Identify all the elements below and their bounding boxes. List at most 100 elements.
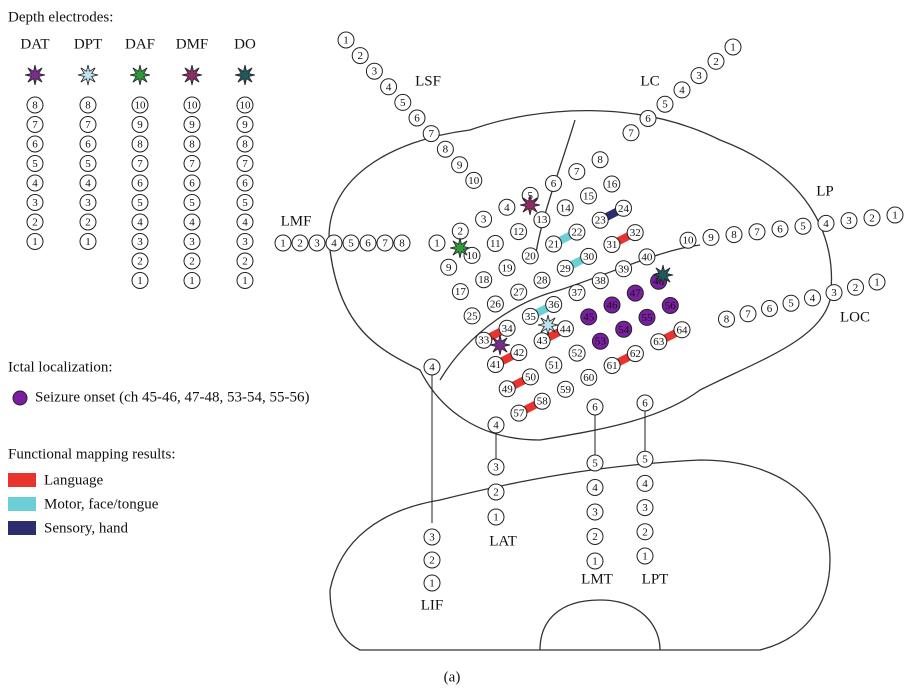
- strip-label: LP: [816, 183, 834, 199]
- contact-number: 38: [595, 275, 607, 287]
- contact-number: 6: [767, 303, 773, 315]
- seizure-swatch: [13, 391, 27, 405]
- contact-number: 47: [630, 288, 642, 300]
- contact-number: 6: [365, 238, 371, 250]
- contact-number: 5: [592, 458, 598, 470]
- contact-number: 22: [571, 227, 582, 239]
- contact-number: 5: [189, 197, 195, 209]
- contact-number: 57: [513, 408, 525, 420]
- legend-title: Depth electrodes:: [8, 9, 113, 25]
- depth-star: [538, 315, 558, 335]
- depth-star: [130, 65, 150, 85]
- contact-number: 58: [537, 396, 549, 408]
- contact-number: 4: [429, 362, 435, 374]
- depth-star: [520, 195, 540, 215]
- contact-number: 2: [85, 217, 91, 229]
- strip-label: LC: [640, 73, 659, 89]
- strip-label: LOC: [840, 309, 870, 325]
- legend-title: Functional mapping results:: [8, 446, 175, 462]
- contact-number: 15: [583, 190, 595, 202]
- legend-title: Ictal localization:: [8, 359, 113, 375]
- depth-name: DAF: [125, 36, 155, 52]
- contact-number: 2: [242, 256, 248, 268]
- contact-number: 6: [414, 113, 420, 125]
- contact-number: 6: [777, 224, 783, 236]
- contact-number: 2: [189, 256, 195, 268]
- contact-number: 34: [502, 323, 514, 335]
- contact-number: 7: [745, 308, 751, 320]
- legend-item: Sensory, hand: [44, 520, 129, 536]
- contact-number: 35: [525, 311, 537, 323]
- contact-number: 4: [331, 238, 337, 250]
- contact-number: 1: [189, 275, 195, 287]
- contact-number: 46: [607, 300, 619, 312]
- contact-number: 12: [513, 226, 524, 238]
- contact-number: 1: [137, 275, 143, 287]
- contact-number: 3: [372, 66, 378, 78]
- contact-number: 42: [513, 347, 524, 359]
- contact-number: 8: [32, 100, 38, 112]
- figure: Depth electrodes:DAT87654321DPT87654321D…: [0, 0, 904, 692]
- depth-star: [25, 65, 45, 85]
- contact-number: 4: [386, 81, 392, 93]
- contact-number: 1: [730, 42, 736, 54]
- contact-number: 23: [595, 215, 607, 227]
- contact-number: 43: [537, 335, 549, 347]
- contact-number: 5: [642, 454, 648, 466]
- contact-number: 4: [642, 478, 648, 490]
- contact-number: 1: [642, 551, 648, 563]
- contact-number: 28: [537, 275, 549, 287]
- contact-number: 2: [458, 226, 464, 238]
- contact-number: 36: [548, 299, 560, 311]
- contact-number: 8: [242, 139, 248, 151]
- contact-number: 6: [592, 402, 598, 414]
- contact-number: 6: [137, 178, 143, 190]
- contact-number: 1: [343, 35, 349, 47]
- contact-number: 5: [32, 158, 38, 170]
- contact-number: 2: [357, 50, 363, 62]
- contact-number: 53: [595, 336, 607, 348]
- contact-number: 37: [572, 287, 584, 299]
- contact-number: 24: [618, 203, 630, 215]
- contact-number: 14: [560, 202, 572, 214]
- contact-number: 8: [399, 238, 405, 250]
- contact-number: 2: [853, 282, 859, 294]
- swatch: [8, 473, 36, 487]
- contact-number: 10: [135, 100, 147, 112]
- strip-label: LAT: [489, 533, 517, 549]
- contact-number: 2: [869, 212, 875, 224]
- contact-number: 10: [683, 235, 695, 247]
- contact-number: 7: [137, 158, 143, 170]
- contact-number: 7: [85, 119, 91, 131]
- contact-number: 10: [187, 100, 199, 112]
- strip-label: LMT: [581, 571, 613, 587]
- contact-number: 3: [189, 236, 195, 248]
- contact-number: 56: [665, 300, 677, 312]
- contact-number: 16: [606, 179, 618, 191]
- contact-number: 2: [493, 487, 499, 499]
- contact-number: 1: [434, 238, 440, 250]
- contact-number: 7: [242, 158, 248, 170]
- contact-number: 8: [597, 154, 603, 166]
- depth-star: [235, 65, 255, 85]
- contact-number: 4: [823, 218, 829, 230]
- contact-number: 4: [679, 84, 685, 96]
- contact-number: 33: [478, 335, 490, 347]
- strip-label: LMF: [281, 213, 312, 229]
- contact-number: 7: [428, 128, 434, 140]
- contact-number: 50: [525, 371, 537, 383]
- strip-label: LSF: [415, 73, 441, 89]
- strip-label: LPT: [642, 571, 669, 587]
- contact-number: 31: [606, 239, 617, 251]
- contact-number: 26: [490, 299, 502, 311]
- contact-number: 60: [583, 372, 595, 384]
- contact-number: 1: [280, 238, 286, 250]
- legend-item: Language: [44, 472, 103, 488]
- contact-number: 4: [32, 178, 38, 190]
- contact-number: 2: [137, 256, 143, 268]
- contact-number: 3: [493, 462, 499, 474]
- contact-number: 3: [429, 532, 435, 544]
- contact-number: 29: [560, 263, 572, 275]
- contact-number: 1: [892, 210, 898, 222]
- contact-number: 3: [831, 287, 837, 299]
